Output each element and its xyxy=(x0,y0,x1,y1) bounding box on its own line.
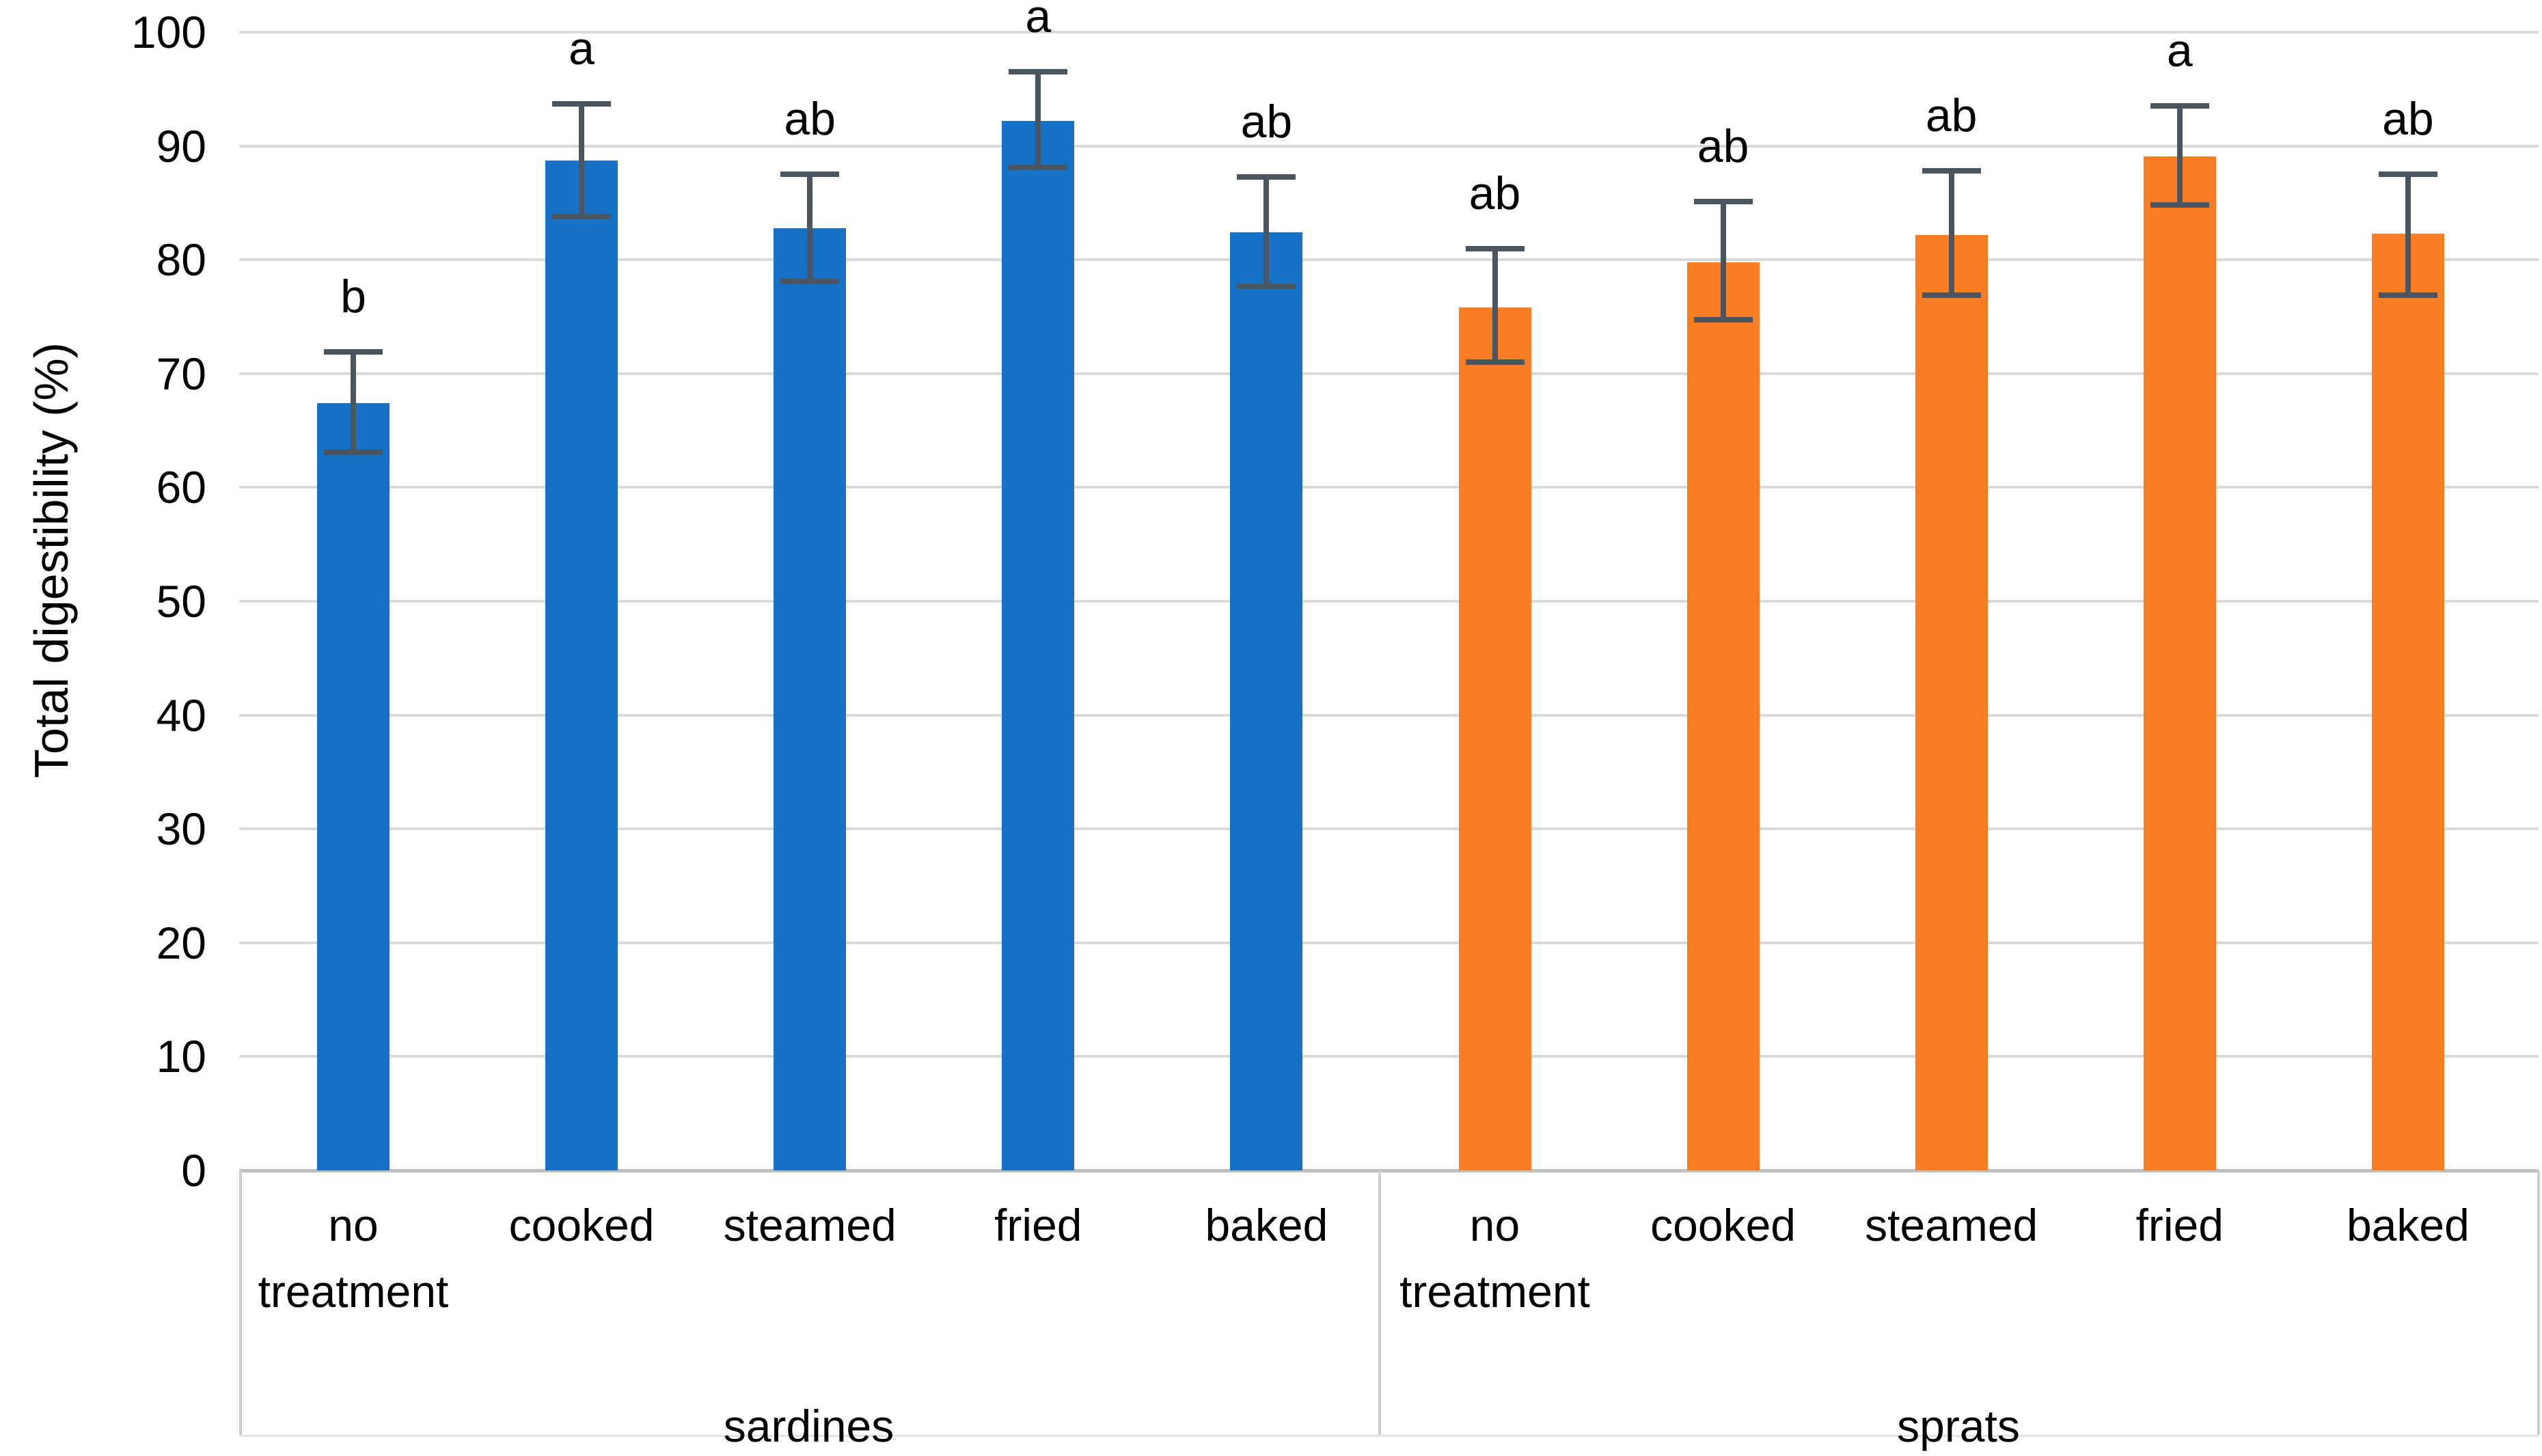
group-label-sprats: sprats xyxy=(1897,1401,2020,1451)
error-bar-sardines-fried-cap-bottom xyxy=(1009,165,1068,171)
error-bar-sardines-baked-cap-bottom xyxy=(1237,283,1296,289)
error-bar-sardines-fried-line xyxy=(1035,72,1041,168)
bar-sprats-baked xyxy=(2371,233,2444,1170)
gridline-10 xyxy=(239,1055,2539,1058)
y-tick-label-90: 90 xyxy=(156,120,206,171)
y-tick-label-50: 50 xyxy=(156,576,206,627)
group-label-sardines: sardines xyxy=(723,1401,894,1451)
gridline-40 xyxy=(239,713,2539,717)
error-bar-sprats-cooked-cap-bottom xyxy=(1693,317,1753,323)
bar-sardines-cooked xyxy=(545,161,618,1170)
y-tick-label-0: 0 xyxy=(181,1145,206,1196)
error-bar-sardines-no-treatment-line xyxy=(351,352,356,452)
bar-sardines-fried xyxy=(1002,120,1075,1170)
sig-letter-sprats-baked: ab xyxy=(2382,93,2434,146)
gridline-100 xyxy=(239,31,2539,33)
gridline-70 xyxy=(239,372,2539,375)
error-bar-sardines-cooked-cap-bottom xyxy=(552,213,612,219)
error-bar-sardines-baked-cap-top xyxy=(1237,174,1296,180)
x-category-label-sardines-baked: baked xyxy=(1205,1200,1328,1250)
gridline-50 xyxy=(239,600,2539,603)
error-bar-sardines-fried-cap-top xyxy=(1009,69,1068,75)
error-bar-sardines-no-treatment-cap-bottom xyxy=(324,449,383,455)
error-bar-sardines-cooked-cap-top xyxy=(552,100,612,107)
gridline-20 xyxy=(239,941,2539,944)
x-axis-line xyxy=(239,1169,2539,1172)
bar-sardines-steamed xyxy=(774,228,847,1170)
error-bar-sardines-baked-line xyxy=(1263,176,1270,286)
error-bar-sprats-baked-line xyxy=(2405,174,2411,295)
error-bar-sardines-steamed-cap-bottom xyxy=(780,278,840,284)
sig-letter-sardines-baked: ab xyxy=(1240,95,1293,148)
gridline-30 xyxy=(239,827,2539,831)
gridline-90 xyxy=(239,144,2539,148)
sig-letter-sprats-steamed: ab xyxy=(1925,90,1978,142)
error-bar-sardines-no-treatment-cap-top xyxy=(324,349,383,355)
error-bar-sprats-cooked-line xyxy=(1720,202,1726,320)
gridline-80 xyxy=(239,258,2539,262)
sig-letter-sardines-cooked: a xyxy=(569,22,594,74)
error-bar-sprats-fried-cap-bottom xyxy=(2150,202,2209,208)
category-group-divider-1 xyxy=(1378,1170,1381,1435)
x-category-label-sprats-fried: fried xyxy=(2135,1200,2224,1250)
category-group-divider-0 xyxy=(239,1170,242,1435)
y-tick-label-70: 70 xyxy=(156,348,206,399)
error-bar-sprats-fried-cap-top xyxy=(2150,103,2209,109)
y-tick-label-20: 20 xyxy=(156,917,206,968)
y-tick-label-80: 80 xyxy=(156,234,206,286)
bar-sardines-baked xyxy=(1230,232,1303,1170)
category-group-divider-2 xyxy=(2537,1170,2540,1435)
error-bar-sprats-steamed-cap-bottom xyxy=(1922,292,1981,298)
x-category-label-sardines-steamed: steamed xyxy=(723,1200,897,1250)
sig-letter-sprats-cooked: ab xyxy=(1697,120,1749,173)
axis-area-bottom-border xyxy=(239,1435,2539,1437)
error-bar-sardines-cooked-line xyxy=(579,103,585,217)
error-bar-sprats-steamed-line xyxy=(1948,171,1954,295)
x-category-label-sprats-no-treatment: no treatment xyxy=(1399,1200,1590,1317)
x-category-label-sprats-baked: baked xyxy=(2346,1200,2470,1250)
y-axis-title: Total digestibility (%) xyxy=(25,342,78,778)
bar-sprats-steamed xyxy=(1915,234,1988,1170)
gridline-60 xyxy=(239,486,2539,489)
sig-letter-sprats-no-treatment: ab xyxy=(1468,167,1521,219)
error-bar-sprats-no-treatment-cap-bottom xyxy=(1465,359,1525,366)
sig-letter-sprats-fried: a xyxy=(2166,25,2193,77)
sig-letter-sardines-steamed: ab xyxy=(784,93,836,146)
x-category-label-sardines-cooked: cooked xyxy=(508,1200,655,1250)
y-tick-label-40: 40 xyxy=(156,689,206,741)
bar-sprats-fried xyxy=(2143,156,2216,1170)
error-bar-sardines-steamed-line xyxy=(807,174,813,281)
sig-letter-sardines-no-treatment: b xyxy=(340,271,366,323)
error-bar-sprats-fried-line xyxy=(2176,106,2183,206)
error-bar-sprats-steamed-cap-top xyxy=(1922,168,1981,174)
error-bar-sardines-steamed-cap-top xyxy=(780,171,840,178)
error-bar-sprats-baked-cap-bottom xyxy=(2378,292,2437,298)
x-category-label-sprats-steamed: steamed xyxy=(1865,1200,2038,1250)
error-bar-sprats-baked-cap-top xyxy=(2378,171,2437,178)
bar-sprats-cooked xyxy=(1686,262,1760,1170)
y-tick-label-60: 60 xyxy=(156,462,206,513)
y-tick-label-30: 30 xyxy=(156,803,206,855)
error-bar-sprats-no-treatment-cap-top xyxy=(1465,245,1525,251)
y-tick-label-100: 100 xyxy=(131,7,206,57)
y-tick-label-10: 10 xyxy=(156,1031,206,1082)
x-category-label-sardines-no-treatment: no treatment xyxy=(258,1200,449,1317)
x-category-label-sardines-fried: fried xyxy=(994,1200,1082,1250)
error-bar-sprats-no-treatment-line xyxy=(1492,248,1498,363)
error-bar-sprats-cooked-cap-top xyxy=(1693,199,1753,205)
x-category-label-sprats-cooked: cooked xyxy=(1650,1200,1796,1250)
bar-sardines-no-treatment xyxy=(317,403,390,1170)
bar-sprats-no-treatment xyxy=(1458,307,1531,1170)
sig-letter-sardines-fried: a xyxy=(1025,0,1052,43)
